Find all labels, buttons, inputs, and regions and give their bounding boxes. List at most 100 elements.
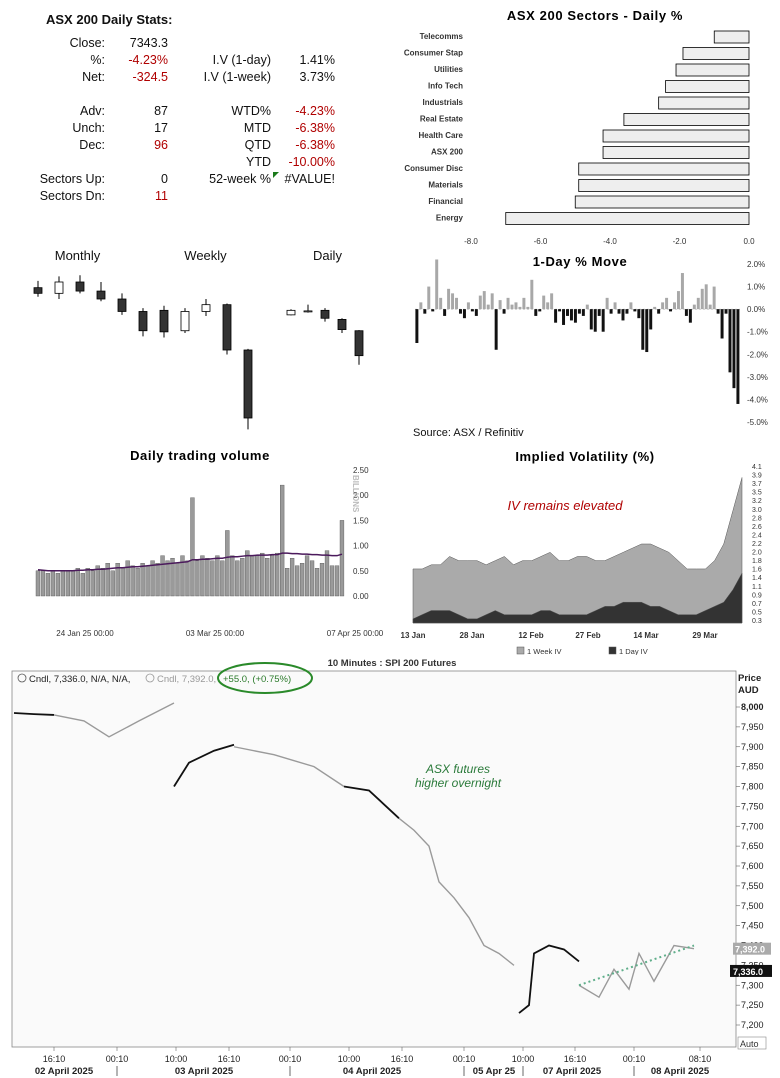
- move-bar: [558, 309, 562, 312]
- volume-bar: [205, 557, 210, 597]
- volume-average-line: [37, 552, 343, 572]
- candle-body: [354, 330, 364, 357]
- move-bar: [673, 302, 676, 310]
- price-line: [398, 817, 515, 966]
- y-tick-label: 8,000: [741, 702, 764, 712]
- chart-title: Implied Volatility (%): [515, 449, 654, 464]
- volume-bar: [175, 563, 180, 597]
- sector-label: Utilities: [434, 65, 463, 74]
- move-bar: [589, 309, 593, 330]
- y-axis-label: AUD: [738, 685, 759, 696]
- y-tick-label: 2.8: [752, 515, 762, 522]
- y-tick-label: 2.4: [752, 532, 762, 539]
- sector-bar: [682, 47, 750, 60]
- y-tick-label: 7,800: [741, 782, 764, 792]
- volume-bar: [280, 484, 285, 597]
- volume-bar: [319, 563, 325, 597]
- sector-label: Telecomms: [420, 32, 464, 41]
- date-tick-label: 08 April 2025: [651, 1066, 710, 1077]
- volume-bar: [284, 568, 290, 597]
- chart-annotation: IV remains elevated: [508, 498, 624, 513]
- move-bar: [427, 286, 431, 310]
- volume-bar: [265, 557, 270, 597]
- volume-bar: [110, 570, 115, 597]
- volume-bar: [35, 570, 41, 597]
- move-bar: [593, 309, 597, 332]
- volume-bar: [225, 530, 230, 597]
- price-line: [343, 785, 400, 819]
- sector-bar: [602, 146, 750, 159]
- x-tick-label: 16:10: [564, 1054, 587, 1064]
- move-bar: [550, 293, 554, 310]
- move-bar: [439, 297, 443, 310]
- volume-bar: [105, 563, 110, 597]
- move-bar: [732, 309, 736, 389]
- volume-bar: [45, 573, 51, 597]
- stat-value: 87: [154, 104, 168, 118]
- stat-label: %:: [90, 53, 105, 67]
- volume-bar: [165, 560, 170, 597]
- volume-bar: [85, 568, 90, 597]
- legend-label: 1 Week IV: [527, 647, 561, 655]
- weekly-title: Weekly: [184, 248, 227, 263]
- move-bar: [423, 309, 427, 314]
- y-tick-label: 7,850: [741, 762, 764, 772]
- sector-label: Info Tech: [428, 82, 463, 91]
- source-note: Source: ASX / Refinitiv: [413, 427, 524, 439]
- stat-label: MTD: [243, 121, 271, 135]
- volume-bar: [299, 563, 305, 597]
- one-day-move-chart: 1-Day % Move 2.0% 1.0% 0.0% -1.0% -2.0% -3.0% -…: [415, 254, 768, 427]
- date-tick-label: 07 April 2025: [543, 1066, 602, 1077]
- annotation-line: ASX futures: [425, 762, 490, 776]
- move-bar: [645, 309, 649, 353]
- move-bar: [530, 279, 534, 310]
- move-bar: [661, 302, 665, 310]
- y-tick-label: 7,650: [741, 841, 764, 851]
- move-bar: [526, 306, 530, 310]
- sector-label: ASX 200: [431, 148, 464, 157]
- y-tick-label: 4.1: [752, 464, 762, 471]
- volume-bar: [309, 560, 315, 597]
- y-tick-label: 7,900: [741, 742, 764, 752]
- volume-chart: Daily trading volume 2.50 2.00 1.50 1.00 0.50…: [35, 448, 384, 638]
- volume-bar: [80, 573, 85, 597]
- move-bar: [708, 304, 712, 310]
- move-bar: [728, 309, 732, 373]
- move-bar: [641, 309, 645, 350]
- stat-label: QTD: [244, 138, 271, 152]
- volume-bar: [115, 563, 120, 597]
- chart-title: 10 Minutes : SPI 200 Futures: [328, 658, 457, 669]
- move-bar: [680, 273, 684, 310]
- move-bar: [716, 309, 720, 314]
- move-bar: [676, 291, 680, 310]
- stat-value: 11: [155, 189, 168, 203]
- volume-bar: [250, 555, 255, 597]
- last-price-label: 7,392.0: [735, 945, 765, 955]
- stat-value: 7343.3: [129, 36, 168, 50]
- volume-bar: [140, 563, 145, 597]
- volume-bar: [240, 557, 245, 597]
- move-bar: [455, 297, 459, 310]
- volume-bar: [100, 568, 105, 597]
- stat-label: Close:: [69, 36, 105, 50]
- candle-body: [243, 349, 253, 419]
- move-bar: [625, 309, 629, 314]
- sector-bar: [658, 96, 750, 110]
- move-bar: [657, 309, 661, 314]
- volume-bar: [90, 570, 95, 597]
- sector-label: Financial: [428, 197, 463, 206]
- candle-body: [159, 309, 169, 333]
- candle-body: [75, 281, 85, 292]
- volume-bar: [195, 560, 200, 597]
- y-tick-label: 7,550: [741, 881, 764, 891]
- candle-body: [303, 310, 313, 313]
- date-tick-label: 02 April 2025: [35, 1066, 94, 1077]
- move-bar: [538, 309, 542, 312]
- move-bar: [518, 306, 522, 310]
- sector-label: Consumer Stap: [404, 49, 463, 58]
- y-tick-label: 0.7: [752, 601, 762, 608]
- stat-value: 3.73%: [299, 70, 335, 84]
- legend-label: 1 Day IV: [619, 647, 648, 655]
- sector-label: Energy: [436, 214, 464, 223]
- move-bar: [466, 302, 470, 310]
